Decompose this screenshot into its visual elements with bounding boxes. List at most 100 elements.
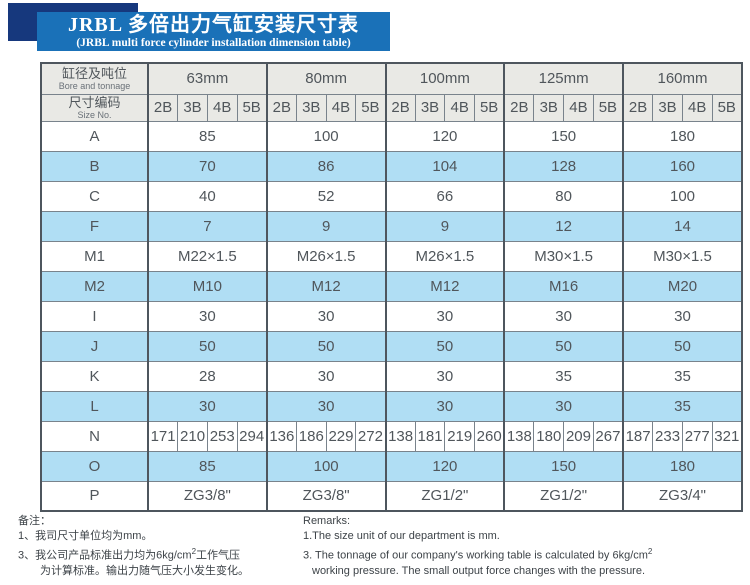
cell-value: 267 xyxy=(592,420,624,452)
header-sizeno-en: Size No. xyxy=(77,109,112,120)
cell-value: 128 xyxy=(503,150,624,182)
cell-value: 277 xyxy=(681,420,713,452)
cell-value: 180 xyxy=(622,120,743,152)
cell-value: M30×1.5 xyxy=(503,240,624,272)
header-size-5B: 5B xyxy=(711,93,743,122)
cell-value: 100 xyxy=(265,120,386,152)
cell-value: 30 xyxy=(622,300,743,332)
table-row-K: K 28 30 30 35 35 xyxy=(40,360,743,392)
header-group-80mm: 80mm xyxy=(265,62,386,95)
cell-value: 50 xyxy=(503,330,624,362)
cell-value: 12 xyxy=(503,210,624,242)
table-row-I: I 30 30 30 30 30 xyxy=(40,300,743,332)
cell-value: 120 xyxy=(384,450,505,482)
row-label-B: B xyxy=(40,150,149,182)
header-size-2B: 2B xyxy=(265,93,297,122)
cell-value: M10 xyxy=(147,270,268,302)
table-row-M2: M2 M10 M12 M12 M16 M20 xyxy=(40,270,743,302)
cell-value: 30 xyxy=(384,390,505,422)
row-label-A: A xyxy=(40,120,149,152)
cell-value: 150 xyxy=(503,120,624,152)
cell-value: 86 xyxy=(265,150,386,182)
cell-value: 9 xyxy=(265,210,386,242)
cell-value: 181 xyxy=(414,420,446,452)
cell-value: 9 xyxy=(384,210,505,242)
cell-value: M20 xyxy=(622,270,743,302)
cell-value: 104 xyxy=(384,150,505,182)
cell-value: 50 xyxy=(265,330,386,362)
table-row-O: O 85 100 120 150 180 xyxy=(40,450,743,482)
cell-value: 100 xyxy=(622,180,743,212)
cell-value: 35 xyxy=(503,360,624,392)
cell-value: 210 xyxy=(177,420,208,452)
cell-value: ZG1/2" xyxy=(384,480,505,512)
notes-en-line1: 1.The size unit of our department is mm. xyxy=(303,530,500,542)
table-row-B: B 70 86 104 128 160 xyxy=(40,150,743,182)
header-size-5B: 5B xyxy=(592,93,624,122)
table-row-N: N 171 210 253 294 136 186 229 272 138 181 219 260 138… xyxy=(40,420,743,452)
header-group-63mm: 63mm xyxy=(147,62,268,95)
notes-en: Remarks: 1.The size unit of our departme… xyxy=(303,514,748,579)
header-size-5B: 5B xyxy=(355,93,386,122)
notes-cn-line1: 1、我司尺寸单位均为mm。 xyxy=(18,530,153,542)
notes-en-line3: working pressure. The small output force… xyxy=(312,564,646,577)
cell-value: ZG3/4" xyxy=(622,480,743,512)
cell-value: 30 xyxy=(503,390,624,422)
cell-value: 50 xyxy=(384,330,505,362)
header-group-125mm: 125mm xyxy=(503,62,624,95)
table-row-P: P ZG3/8" ZG3/8" ZG1/2" ZG1/2" ZG3/4" xyxy=(40,480,743,512)
cell-value: 30 xyxy=(384,360,505,392)
notes-cn-title: 备注： xyxy=(18,515,51,527)
cell-value: 272 xyxy=(355,420,386,452)
header-size-3B: 3B xyxy=(533,93,565,122)
cell-value: 30 xyxy=(384,300,505,332)
row-label-N: N xyxy=(40,420,149,452)
row-label-K: K xyxy=(40,360,149,392)
cell-value: 7 xyxy=(147,210,268,242)
cell-value: 30 xyxy=(265,300,386,332)
cell-value: 40 xyxy=(147,180,268,212)
row-label-I: I xyxy=(40,300,149,332)
header-size-3B: 3B xyxy=(177,93,208,122)
page-title-en: (JRBL multi force cylinder installation … xyxy=(76,37,351,49)
cell-value: 85 xyxy=(147,450,268,482)
notes-cn-line3: 为计算标准。输出力随气压大小发生变化。 xyxy=(40,564,249,577)
cell-value: 50 xyxy=(622,330,743,362)
cell-value: 30 xyxy=(147,390,268,422)
header-size-3B: 3B xyxy=(652,93,683,122)
header-size-4B: 4B xyxy=(444,93,476,122)
cell-value: 14 xyxy=(622,210,743,242)
header-size-4B: 4B xyxy=(206,93,238,122)
cell-value: 171 xyxy=(147,420,179,452)
table-row-C: C 40 52 66 80 100 xyxy=(40,180,743,212)
header-group-160mm: 160mm xyxy=(622,62,743,95)
cell-value: 35 xyxy=(622,360,743,392)
cell-value: M16 xyxy=(503,270,624,302)
header-sizeno-cn: 尺寸编码 xyxy=(68,94,121,110)
cell-value: 294 xyxy=(236,420,268,452)
cell-value: 66 xyxy=(384,180,505,212)
cell-value: M12 xyxy=(384,270,505,302)
header-size-4B: 4B xyxy=(325,93,357,122)
cell-value: 80 xyxy=(503,180,624,212)
cell-value: 50 xyxy=(147,330,268,362)
header-bore-en: Bore and tonnage xyxy=(58,80,131,91)
table-row-M1: M1 M22×1.5 M26×1.5 M26×1.5 M30×1.5 M30×1.5 xyxy=(40,240,743,272)
cell-value: 138 xyxy=(503,420,535,452)
header-size-2B: 2B xyxy=(147,93,179,122)
table-row-F: F 7 9 9 12 14 xyxy=(40,210,743,242)
cell-value: 52 xyxy=(265,180,386,212)
header-group-100mm: 100mm xyxy=(384,62,505,95)
table-row-J: J 50 50 50 50 50 xyxy=(40,330,743,362)
header-size-5B: 5B xyxy=(236,93,268,122)
cell-value: M30×1.5 xyxy=(622,240,743,272)
cell-value: 253 xyxy=(206,420,238,452)
cell-value: 321 xyxy=(711,420,743,452)
header-size-4B: 4B xyxy=(681,93,713,122)
row-label-L: L xyxy=(40,390,149,422)
header-size-no: 尺寸编码 Size No. xyxy=(40,93,149,122)
notes-en-title: Remarks: xyxy=(303,515,351,527)
table-row-A: A 85 100 120 150 180 xyxy=(40,120,743,152)
header-size-2B: 2B xyxy=(503,93,535,122)
cell-value: ZG3/8" xyxy=(265,480,386,512)
